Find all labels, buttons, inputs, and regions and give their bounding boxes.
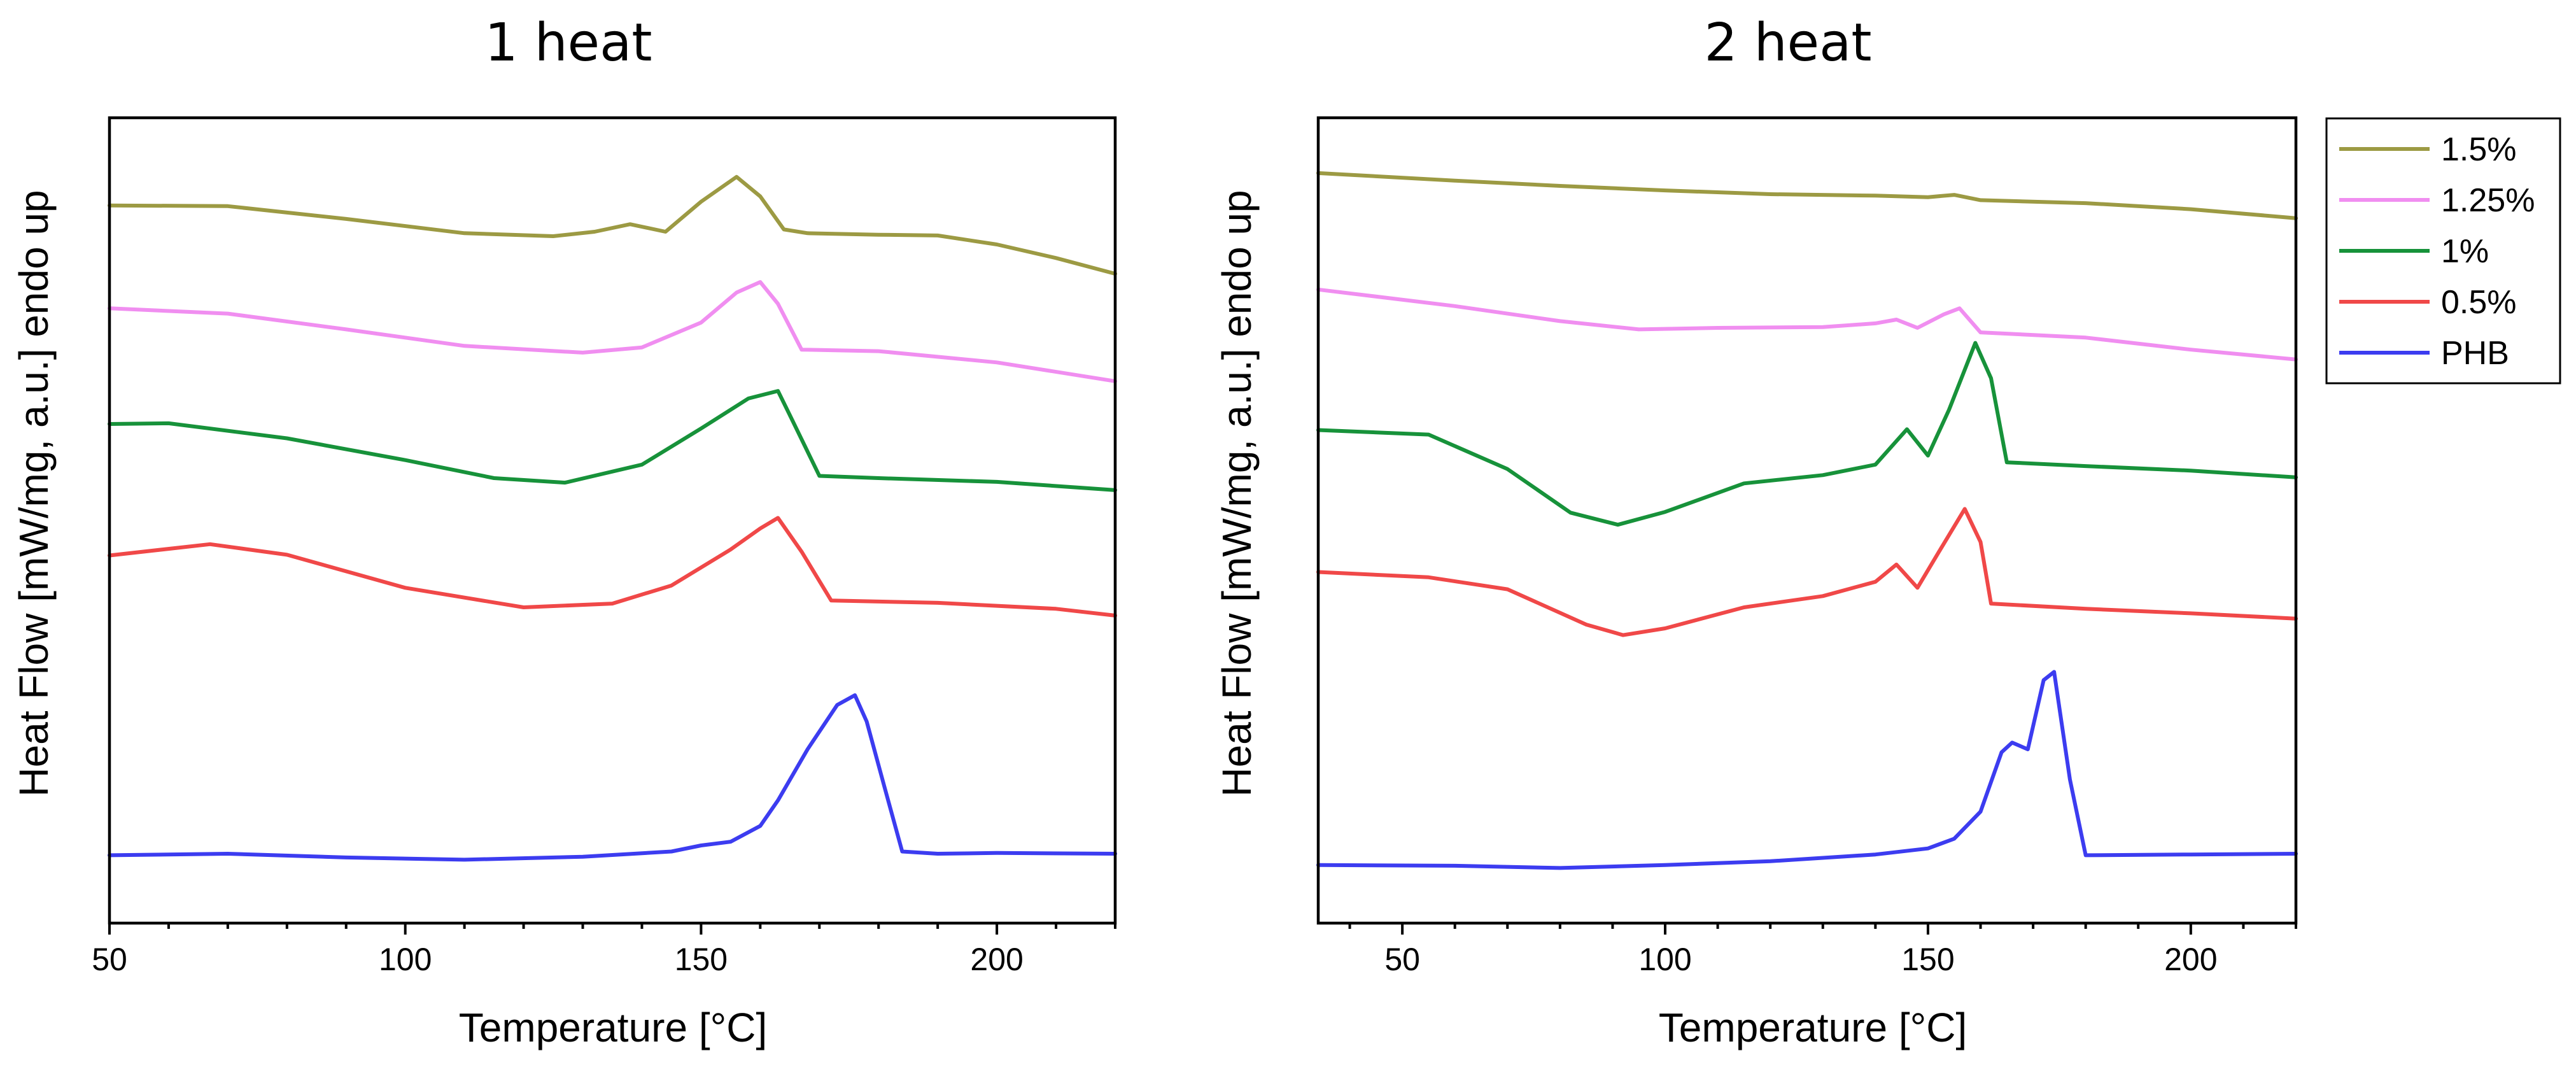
x-axis-label: Temperature [°C]	[459, 1005, 767, 1050]
series-line-0-5pct	[1316, 507, 2298, 637]
legend-label-phb: PHB	[2441, 335, 2509, 372]
plot-area: 50 100 150 200	[1316, 171, 2298, 977]
x-axis-label: Temperature [°C]	[1659, 1005, 1967, 1050]
x-tick-label: 100	[1638, 942, 1691, 977]
plot-frame	[1316, 116, 2298, 925]
x-tick-label: 50	[92, 942, 127, 977]
series-line-1pct	[1316, 341, 2298, 527]
panel-title: 1 heat	[484, 13, 652, 73]
y-axis-label: Heat Flow [mW/mg, a.u.] endo up	[11, 190, 57, 796]
legend-label-1-5pct: 1.5%	[2441, 131, 2517, 168]
x-tick-label: 200	[2164, 942, 2217, 977]
legend-label-0-5pct: 0.5%	[2441, 284, 2517, 321]
panel-1-heat: 1 heat Heat Flow [mW/mg, a.u.] endo up T…	[11, 13, 1117, 1050]
legend-label-1-25pct: 1.25%	[2441, 182, 2535, 219]
series-line-phb	[108, 693, 1117, 862]
x-tick-label: 150	[1901, 942, 1954, 977]
x-tick-label: 200	[970, 942, 1023, 977]
series-line-0-5pct	[108, 516, 1117, 618]
series-line-1-25pct	[108, 280, 1117, 383]
series-line-phb	[1316, 670, 2298, 870]
x-tick-label: 150	[675, 942, 728, 977]
series-line-1-5pct	[108, 174, 1117, 276]
panel-2-heat: 2 heat Heat Flow [mW/mg, a.u.] endo up T…	[1214, 13, 2298, 1050]
series-line-1-5pct	[1316, 171, 2298, 220]
y-axis-label: Heat Flow [mW/mg, a.u.] endo up	[1214, 190, 1260, 796]
legend: 1.5% 1.25% 1% 0.5% PHB	[2325, 117, 2561, 385]
plot-frame	[108, 116, 1117, 925]
x-tick-label: 100	[379, 942, 432, 977]
legend-label-1pct: 1%	[2441, 233, 2489, 270]
plot-area: 50 100 150 200	[92, 174, 1117, 977]
series-line-1-25pct	[1316, 287, 2298, 362]
series-line-1pct	[108, 389, 1117, 492]
x-tick-label: 50	[1384, 942, 1420, 977]
panel-title: 2 heat	[1704, 13, 1871, 73]
